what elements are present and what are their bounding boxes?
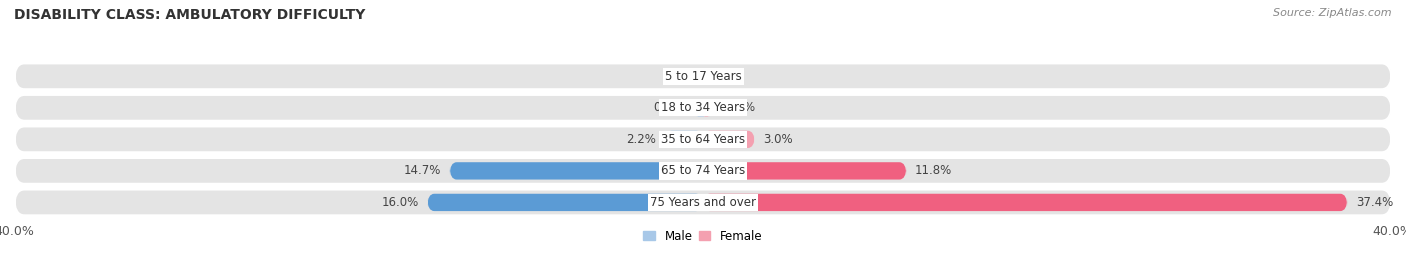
FancyBboxPatch shape [14,126,1392,152]
Text: 37.4%: 37.4% [1355,196,1393,209]
Text: 3.0%: 3.0% [763,133,793,146]
FancyBboxPatch shape [665,131,703,148]
FancyBboxPatch shape [703,194,1347,211]
Text: 14.7%: 14.7% [404,164,441,177]
FancyBboxPatch shape [14,63,1392,89]
Text: 0.0%: 0.0% [665,70,695,83]
FancyBboxPatch shape [703,99,710,117]
FancyBboxPatch shape [427,194,703,211]
Text: 75 Years and over: 75 Years and over [650,196,756,209]
FancyBboxPatch shape [14,95,1392,121]
FancyBboxPatch shape [696,99,706,117]
Text: 16.0%: 16.0% [381,196,419,209]
Text: 0.0%: 0.0% [711,70,741,83]
Text: 0.25%: 0.25% [652,101,690,114]
FancyBboxPatch shape [14,158,1392,184]
Text: DISABILITY CLASS: AMBULATORY DIFFICULTY: DISABILITY CLASS: AMBULATORY DIFFICULTY [14,8,366,22]
Text: 18 to 34 Years: 18 to 34 Years [661,101,745,114]
Text: 35 to 64 Years: 35 to 64 Years [661,133,745,146]
Text: 65 to 74 Years: 65 to 74 Years [661,164,745,177]
Text: 5 to 17 Years: 5 to 17 Years [665,70,741,83]
Text: 11.8%: 11.8% [915,164,952,177]
Text: 2.2%: 2.2% [627,133,657,146]
FancyBboxPatch shape [450,162,703,180]
Text: Source: ZipAtlas.com: Source: ZipAtlas.com [1274,8,1392,18]
FancyBboxPatch shape [703,162,907,180]
Legend: Male, Female: Male, Female [644,230,762,243]
Text: 0.39%: 0.39% [718,101,755,114]
FancyBboxPatch shape [14,189,1392,215]
FancyBboxPatch shape [703,131,755,148]
